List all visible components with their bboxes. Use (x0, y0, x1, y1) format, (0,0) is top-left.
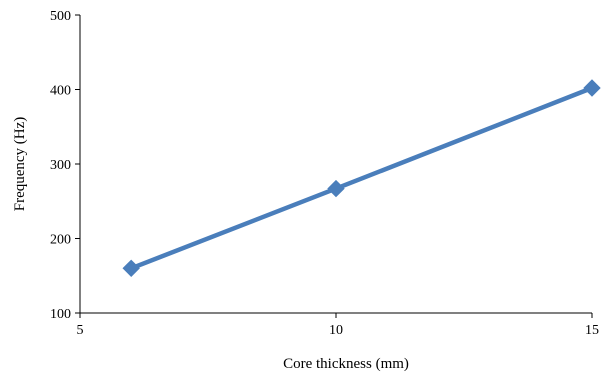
x-tick-label: 15 (585, 323, 599, 338)
y-tick-label: 100 (50, 307, 71, 322)
y-tick-label: 500 (50, 9, 71, 24)
series-layer (122, 79, 601, 278)
x-axis-ticks: 5 10 15 (77, 313, 599, 338)
data-point-marker (583, 79, 601, 97)
plot-area: 100 200 300 400 500 5 10 15 (50, 9, 601, 338)
data-point-marker (122, 259, 140, 278)
data-point-marker (327, 179, 345, 198)
y-tick-label: 400 (50, 84, 71, 99)
x-axis-title: Core thickness (mm) (283, 356, 409, 372)
y-axis-title: Frequency (Hz) (12, 117, 28, 212)
y-tick-label: 200 (50, 233, 71, 248)
y-tick-label: 300 (50, 158, 71, 173)
x-tick-label: 5 (77, 323, 84, 338)
series-line (130, 85, 593, 271)
y-axis-ticks: 100 200 300 400 500 (50, 9, 80, 322)
x-tick-label: 10 (329, 323, 343, 338)
